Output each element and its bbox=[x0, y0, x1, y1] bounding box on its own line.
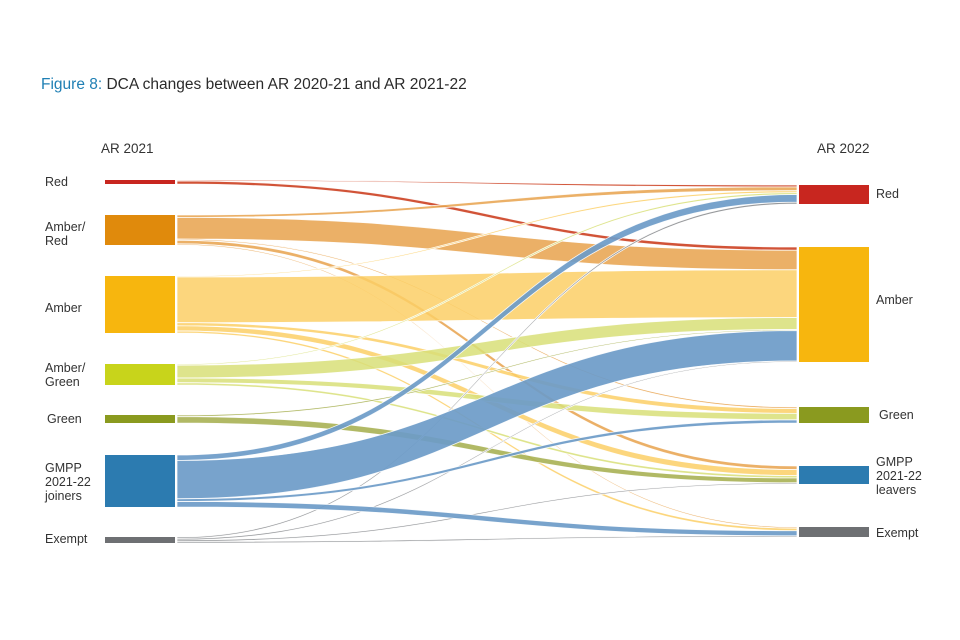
flow-exempt-to-amber bbox=[176, 360, 798, 541]
left-node-amber_green bbox=[105, 364, 175, 385]
left-node-amber_red bbox=[105, 215, 175, 245]
right-node-amber bbox=[799, 247, 869, 362]
right-node-leavers bbox=[799, 466, 869, 484]
right-node-exempt bbox=[799, 527, 869, 537]
figure-label: Figure 8: bbox=[41, 76, 103, 93]
left-column-heading: AR 2021 bbox=[101, 141, 154, 156]
flow-amber_red-to-amber bbox=[176, 216, 798, 271]
flow-joiners-to-amber bbox=[176, 330, 798, 500]
figure-title: Figure 8: DCA changes between AR 2020-21… bbox=[41, 76, 467, 94]
left-label-joiners: GMPP 2021-22 joiners bbox=[45, 461, 91, 503]
left-node-red bbox=[105, 180, 175, 184]
flow-amber_red-to-red bbox=[176, 186, 798, 218]
left-node-green bbox=[105, 415, 175, 423]
left-label-amber: Amber bbox=[45, 301, 82, 315]
left-label-amber-red: Amber/ Red bbox=[45, 220, 86, 248]
right-label-exempt: Exempt bbox=[876, 526, 919, 540]
right-label-leavers: GMPP 2021-22 leavers bbox=[876, 455, 922, 497]
left-label-exempt: Exempt bbox=[45, 532, 88, 546]
left-label-green: Green bbox=[47, 412, 82, 426]
figure-title-text: DCA changes between AR 2020-21 and AR 20… bbox=[106, 76, 467, 93]
right-column-heading: AR 2022 bbox=[817, 141, 870, 156]
flow-joiners-to-green bbox=[176, 419, 798, 502]
left-label-red: Red bbox=[45, 175, 68, 189]
left-node-joiners bbox=[105, 455, 175, 507]
left-label-amber-green: Amber/ Green bbox=[45, 361, 86, 389]
right-label-amber: Amber bbox=[876, 293, 913, 307]
right-node-red bbox=[799, 185, 869, 204]
flow-joiners-to-exempt bbox=[176, 501, 798, 537]
flow-exempt-to-leavers bbox=[176, 482, 798, 542]
right-label-red: Red bbox=[876, 187, 899, 201]
flow-exempt-to-exempt bbox=[176, 535, 798, 544]
left-node-exempt bbox=[105, 537, 175, 543]
left-node-amber bbox=[105, 276, 175, 333]
right-node-green bbox=[799, 407, 869, 423]
flow-amber-to-amber bbox=[176, 269, 798, 324]
right-label-green: Green bbox=[879, 408, 914, 422]
flow-joiners-to-red bbox=[176, 194, 798, 461]
